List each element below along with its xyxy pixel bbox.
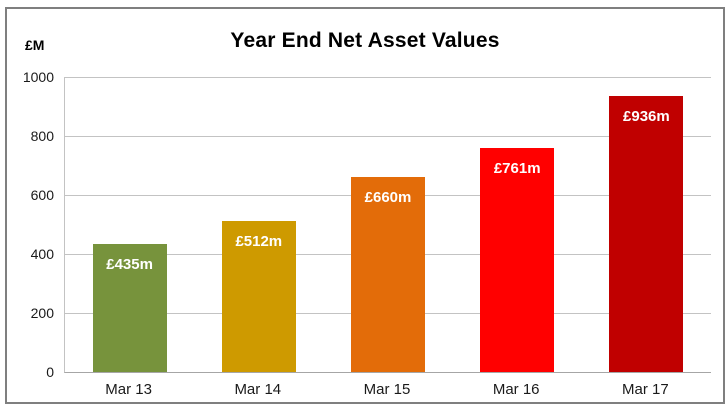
- bar-value-label: £435m: [106, 255, 153, 273]
- y-tick-label: 800: [30, 128, 54, 144]
- y-tick-label: 600: [30, 187, 54, 203]
- bar-value-label: £936m: [623, 107, 670, 125]
- chart-frame: £M Year End Net Asset Values 0 200 400 600 8…: [5, 7, 725, 404]
- bar: £761m: [480, 147, 555, 372]
- x-tick-label: Mar 14: [234, 381, 282, 398]
- bar: £512m: [221, 220, 296, 372]
- x-tick-label: Mar 17: [622, 381, 669, 398]
- bar-value-label: £761m: [493, 159, 541, 177]
- x-tick-label: Mar 13: [105, 381, 152, 398]
- y-axis-unit-label: £M: [25, 37, 45, 53]
- bar: £936m: [609, 95, 684, 372]
- y-axis: 0 200 400 600 800 1000: [7, 69, 54, 380]
- chart-title: Year End Net Asset Values: [230, 29, 500, 52]
- x-tick-label: Mar 16: [492, 381, 540, 398]
- bar-value-label: £660m: [364, 189, 412, 207]
- x-axis: Mar 13 Mar 14 Mar 15 Mar 16 Mar 17: [64, 379, 710, 403]
- y-tick-label: 1000: [22, 69, 54, 85]
- y-tick-label: 200: [30, 305, 54, 321]
- y-tick-label: 400: [30, 246, 54, 262]
- bar: £435m: [92, 243, 167, 372]
- plot-area: £435m £512m £660m £761m £936m: [64, 77, 711, 373]
- bar: £660m: [351, 177, 425, 372]
- y-tick-label: 0: [46, 364, 54, 380]
- gridline: [65, 136, 711, 137]
- gridline: [65, 77, 711, 78]
- bar-value-label: £512m: [235, 232, 283, 250]
- x-tick-label: Mar 15: [363, 381, 411, 398]
